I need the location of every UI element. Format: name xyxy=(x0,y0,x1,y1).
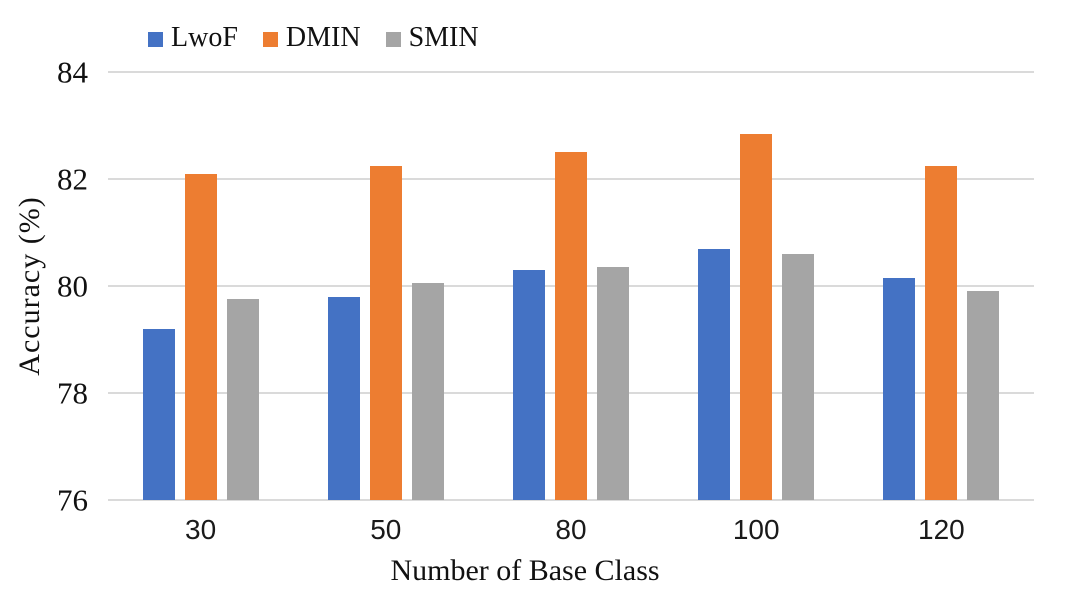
y-tick-label-82: 82 xyxy=(57,161,88,197)
bar-SMIN-120 xyxy=(967,291,1000,500)
y-tick-label-84: 84 xyxy=(57,54,88,90)
bar-LwoF-50 xyxy=(327,296,360,500)
plot-area xyxy=(108,71,1034,501)
bar-DMIN-30 xyxy=(184,173,217,500)
legend-item-LwoF: LwoF xyxy=(148,24,238,52)
x-tick-label-50: 50 xyxy=(370,514,402,545)
y-tick-label-78: 78 xyxy=(57,375,88,411)
bar-DMIN-120 xyxy=(925,165,958,500)
y-tick-label-80: 80 xyxy=(57,268,88,304)
x-tick-label-30: 30 xyxy=(185,514,217,545)
x-tick-label-100: 100 xyxy=(732,514,780,545)
bar-DMIN-50 xyxy=(369,165,402,500)
legend: LwoF DMIN SMIN xyxy=(148,24,479,52)
legend-label-LwoF: LwoF xyxy=(171,22,238,53)
bar-LwoF-30 xyxy=(142,328,175,500)
x-tick-label-80: 80 xyxy=(555,514,587,545)
gridline-76 xyxy=(108,499,1034,501)
gridline-84 xyxy=(108,71,1034,73)
legend-label-DMIN: DMIN xyxy=(285,22,361,53)
bar-SMIN-30 xyxy=(226,299,259,500)
legend-swatch-DMIN xyxy=(262,32,278,47)
legend-item-SMIN: SMIN xyxy=(385,22,479,53)
bar-DMIN-100 xyxy=(740,133,773,500)
bar-LwoF-80 xyxy=(513,269,545,500)
legend-swatch-SMIN xyxy=(385,32,401,47)
legend-item-DMIN: DMIN xyxy=(262,22,361,53)
legend-label-SMIN: SMIN xyxy=(408,22,479,53)
bar-SMIN-50 xyxy=(411,283,444,500)
legend-swatch-LwoF xyxy=(148,32,163,47)
bar-DMIN-80 xyxy=(555,152,587,500)
bar-LwoF-100 xyxy=(698,248,731,500)
bar-SMIN-100 xyxy=(782,253,815,500)
x-tick-label-120: 120 xyxy=(918,514,965,545)
y-tick-label-76: 76 xyxy=(57,482,88,518)
bar-SMIN-80 xyxy=(597,267,629,500)
bar-LwoF-120 xyxy=(883,277,916,500)
x-axis-title: Number of Base Class xyxy=(390,554,660,587)
